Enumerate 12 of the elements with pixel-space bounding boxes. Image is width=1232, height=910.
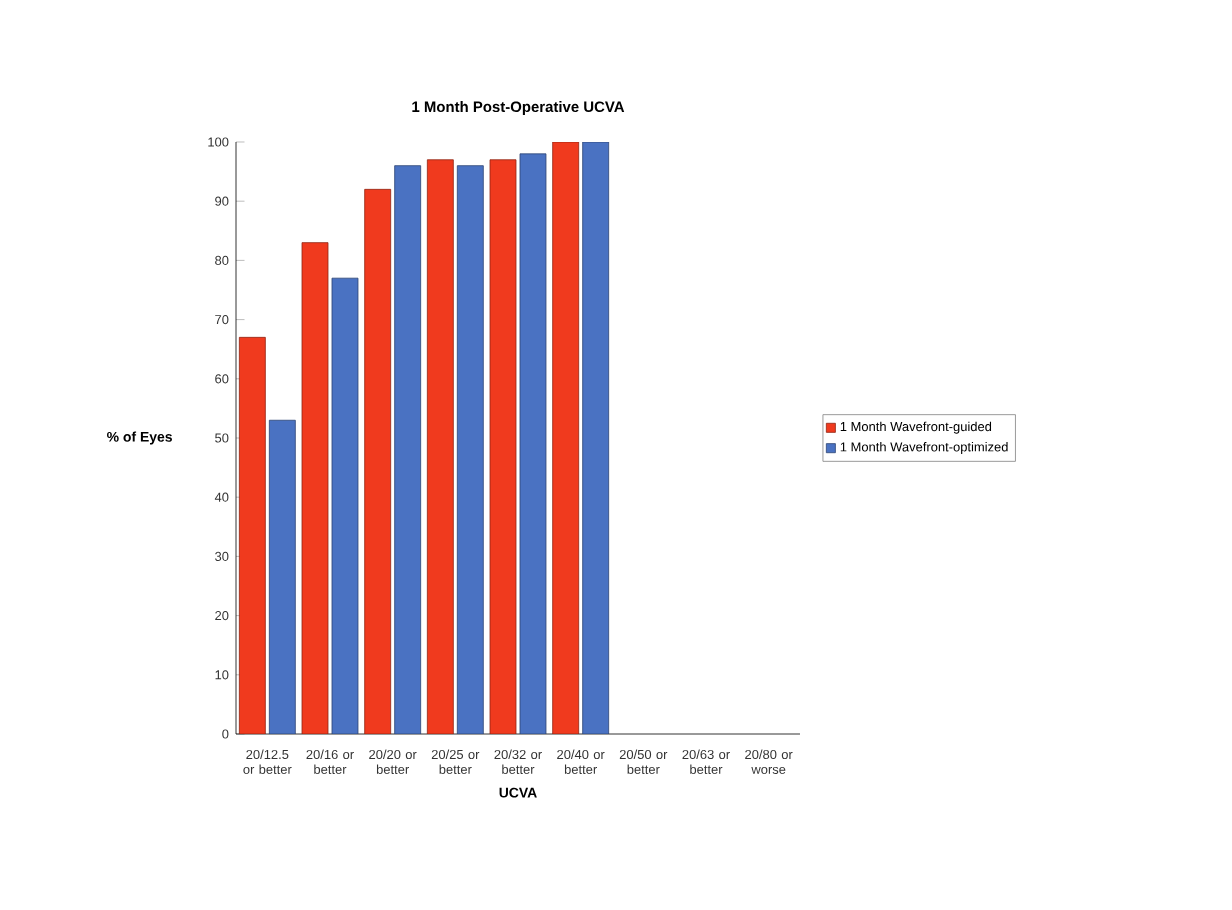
bar xyxy=(426,159,454,734)
bar xyxy=(394,165,422,734)
bar xyxy=(331,277,359,734)
bar xyxy=(268,419,296,734)
bar xyxy=(301,242,329,734)
bar xyxy=(364,188,392,734)
bar xyxy=(489,159,517,734)
bar xyxy=(582,141,610,734)
bar xyxy=(238,336,266,734)
bar xyxy=(552,141,580,734)
bar xyxy=(519,153,547,734)
bar xyxy=(456,165,484,734)
